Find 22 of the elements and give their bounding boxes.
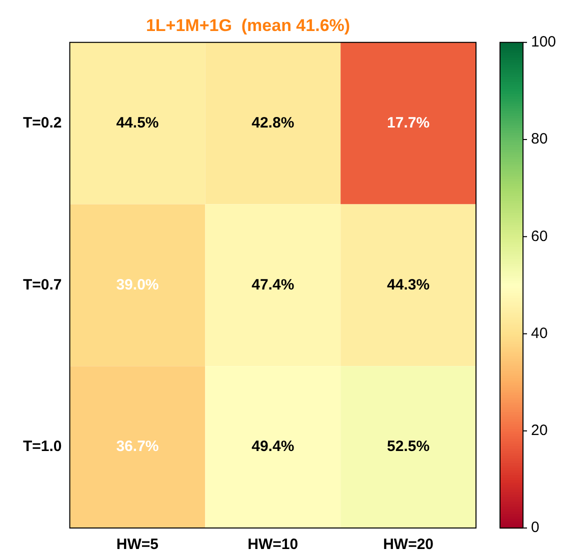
color-bar-label: 80 bbox=[531, 130, 548, 148]
color-bar-label: 40 bbox=[531, 324, 548, 342]
data-label: 44.3% bbox=[387, 276, 430, 294]
data-label: 47.4% bbox=[252, 276, 294, 294]
x-tick-label: HW=5 bbox=[116, 536, 159, 554]
data-label: 49.4% bbox=[252, 438, 294, 456]
color-bar-label: 0 bbox=[531, 519, 540, 536]
x-tick-label: HW=20 bbox=[383, 536, 434, 554]
color-bar-label: 100 bbox=[531, 34, 556, 51]
data-label: 17.7% bbox=[387, 114, 430, 132]
chart-title: 1L+1M+1G (mean 41.6%) bbox=[146, 16, 350, 35]
data-label: 36.7% bbox=[116, 438, 159, 456]
y-tick-label: T=0.2 bbox=[22, 114, 62, 132]
y-tick-label: T=0.7 bbox=[22, 276, 62, 294]
x-tick-label: HW=10 bbox=[248, 536, 298, 554]
data-label: 42.8% bbox=[252, 114, 294, 132]
color-bar-label: 60 bbox=[531, 228, 548, 245]
data-label: 44.5% bbox=[116, 114, 159, 132]
y-tick-label: T=1.0 bbox=[22, 438, 62, 456]
data-label: 39.0% bbox=[116, 276, 159, 294]
color-bar-label: 20 bbox=[531, 422, 548, 440]
data-label: 52.5% bbox=[387, 438, 430, 456]
